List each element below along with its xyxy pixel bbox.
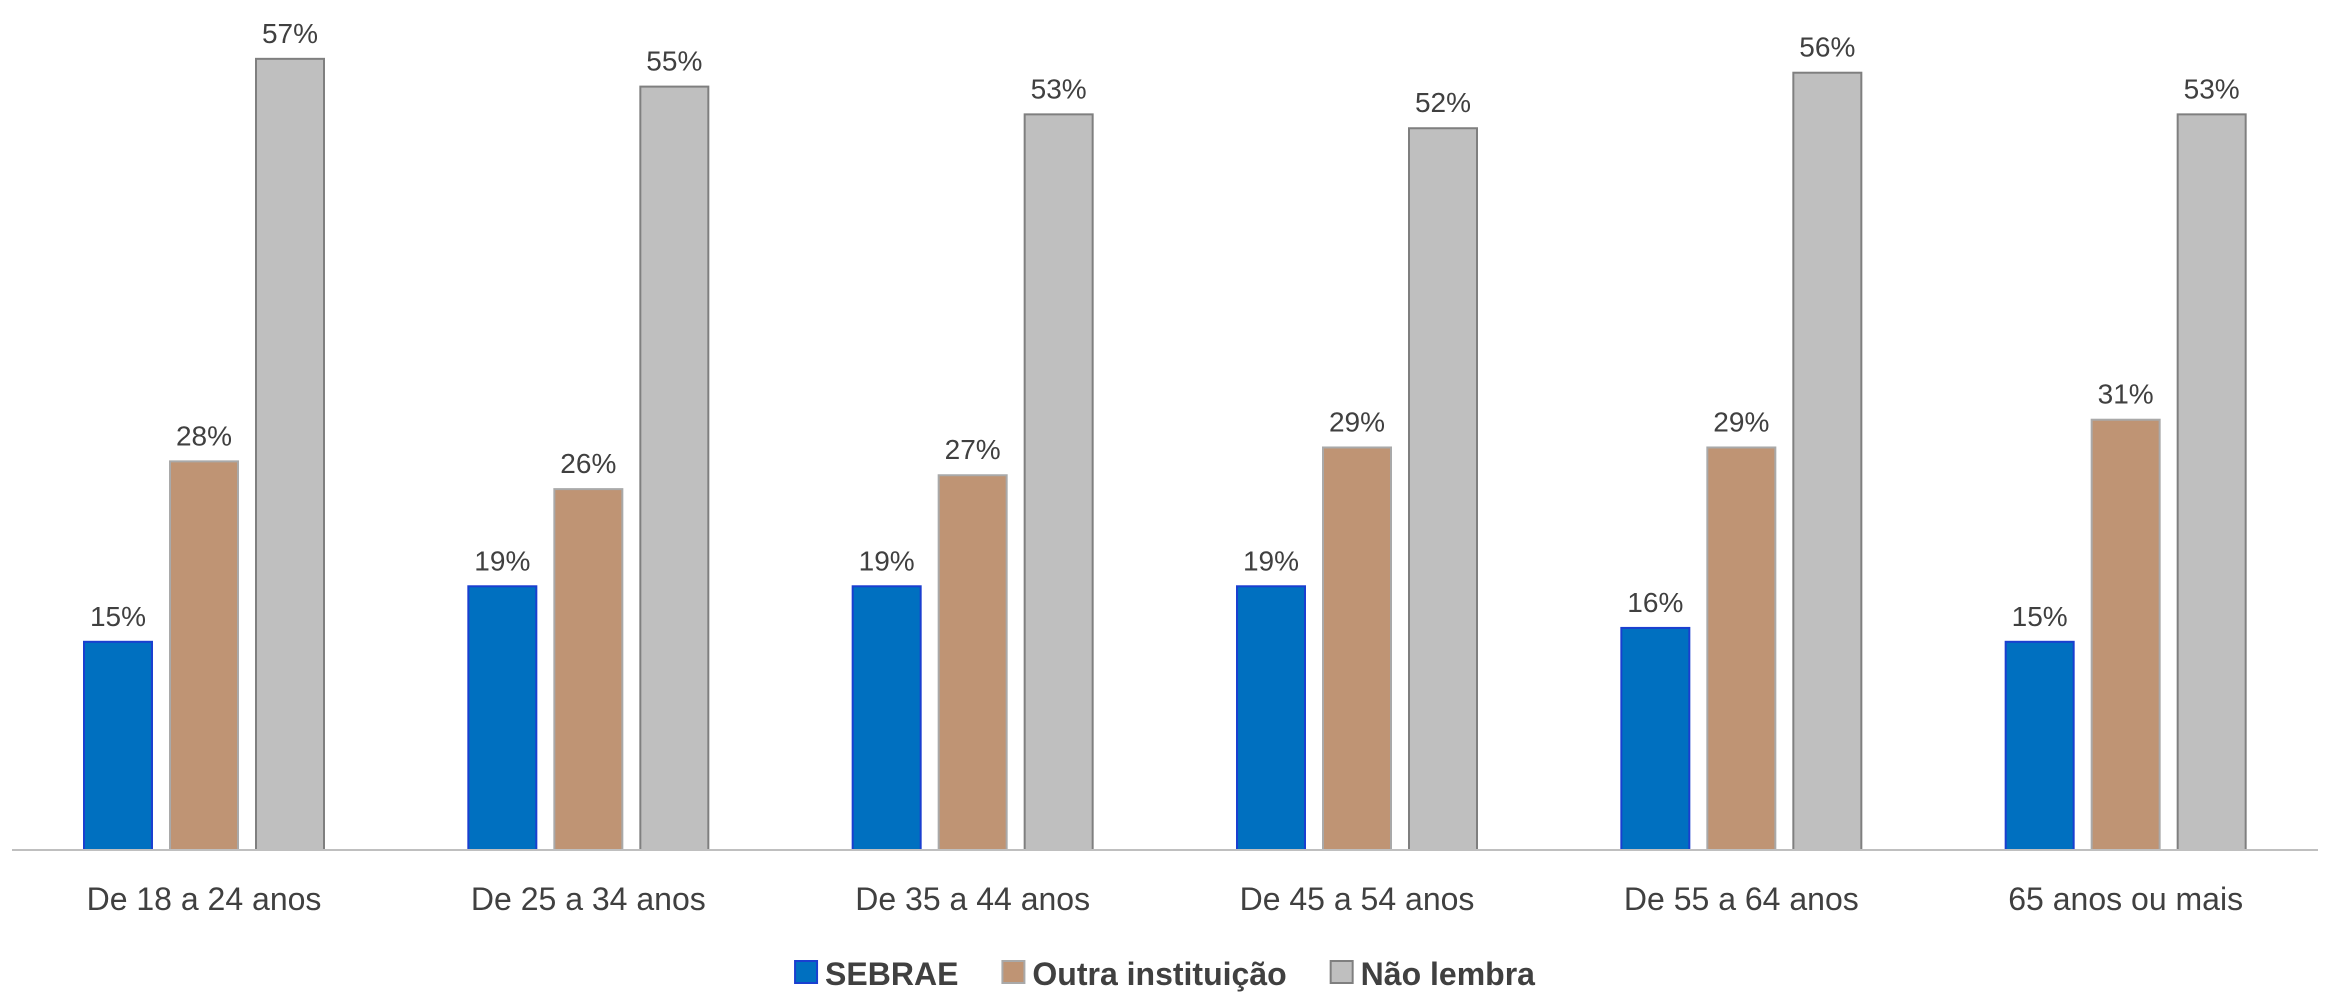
category-label: De 25 a 34 anos	[471, 881, 706, 917]
data-label: 26%	[560, 448, 616, 479]
bar-sebrae-3	[1236, 585, 1306, 852]
data-label: 15%	[90, 601, 146, 632]
legend-swatch	[794, 960, 819, 984]
bar-outra-institui-o-3	[1322, 446, 1392, 851]
data-labels-layer: 15% 28% 57% 19% 26% 55% 19% 27% 53% 19% 29% 52% 16% 2…	[90, 18, 2240, 632]
bar-sebrae-2	[851, 585, 922, 852]
data-label: 29%	[1329, 406, 1385, 437]
category-label: 65 anos ou mais	[2008, 881, 2243, 917]
legend-swatch	[1329, 960, 1354, 984]
data-label: 19%	[1243, 545, 1299, 576]
legend-item: Outra instituição	[1001, 956, 1287, 992]
bar-n-o-lembra-3	[1408, 127, 1478, 852]
legend-item: SEBRAE	[794, 956, 958, 992]
legend-label: Não lembra	[1361, 956, 1535, 992]
bar-sebrae-4	[1620, 626, 1691, 851]
legend: SEBRAE Outra instituição Não lembra	[794, 956, 1535, 992]
category-label: De 55 a 64 anos	[1624, 881, 1859, 917]
data-label: 16%	[1627, 587, 1683, 618]
bar-sebrae-5	[2004, 640, 2075, 851]
bar-outra-institui-o-4	[1706, 446, 1777, 851]
data-label: 29%	[1713, 406, 1769, 437]
data-label: 56%	[1799, 32, 1855, 63]
category-label: De 45 a 54 anos	[1240, 881, 1475, 917]
data-label: 15%	[2012, 601, 2068, 632]
legend-swatch	[1001, 960, 1026, 984]
bar-sebrae-1	[467, 585, 538, 852]
data-label: 53%	[1031, 73, 1087, 104]
bar-n-o-lembra-0	[255, 57, 325, 851]
legend-label: SEBRAE	[825, 956, 958, 992]
bar-sebrae-0	[83, 640, 153, 851]
bar-outra-institui-o-0	[169, 460, 239, 851]
legend-label: Outra instituição	[1032, 956, 1286, 992]
legend-item: Não lembra	[1329, 956, 1535, 992]
bars-layer	[83, 57, 2247, 852]
bar-n-o-lembra-4	[1792, 71, 1863, 852]
data-label: 19%	[859, 545, 915, 576]
bar-n-o-lembra-5	[2176, 113, 2247, 852]
bar-outra-institui-o-1	[553, 488, 624, 851]
bar-n-o-lembra-1	[639, 85, 710, 852]
bar-outra-institui-o-2	[937, 474, 1008, 851]
data-label: 57%	[262, 18, 318, 49]
data-label: 52%	[1415, 87, 1471, 118]
data-label: 19%	[474, 545, 530, 576]
data-label: 31%	[2098, 379, 2154, 410]
bar-outra-institui-o-5	[2090, 418, 2161, 851]
data-label: 28%	[176, 420, 232, 451]
data-label: 53%	[2184, 73, 2240, 104]
category-label: De 18 a 24 anos	[87, 881, 322, 917]
bar-n-o-lembra-2	[1023, 113, 1094, 852]
data-label: 55%	[646, 46, 702, 77]
data-label: 27%	[945, 434, 1001, 465]
category-labels-layer: De 18 a 24 anos De 25 a 34 anos De 35 a 44…	[87, 881, 2243, 917]
category-label: De 35 a 44 anos	[855, 881, 1090, 917]
